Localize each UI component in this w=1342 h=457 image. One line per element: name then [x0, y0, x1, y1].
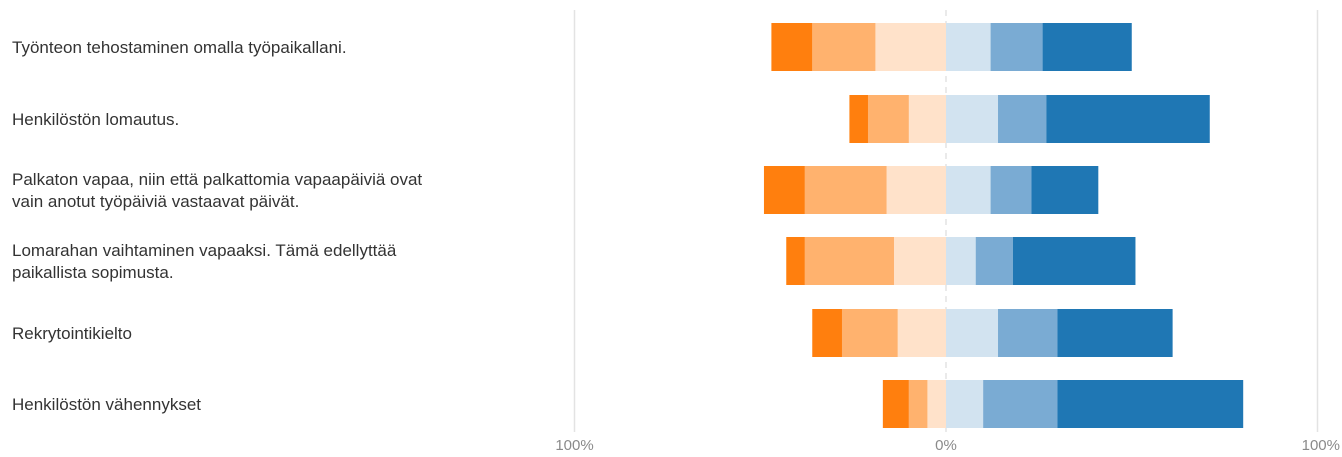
bar-segment-negative	[908, 380, 928, 428]
bar-segment-positive	[1012, 237, 1136, 285]
bar-segment-negative	[897, 309, 946, 357]
x-tick-left: 100%	[555, 437, 593, 452]
bar-segment-positive	[946, 95, 999, 143]
bar-segment-negative	[841, 309, 898, 357]
category-label: Lomarahan vaihtaminen vapaaksi. Tämä ede…	[12, 241, 397, 260]
bar-segment-negative	[849, 95, 868, 143]
bar-segment-negative	[812, 309, 842, 357]
bar-segment-positive	[946, 380, 984, 428]
bar-segment-positive	[1031, 166, 1099, 214]
x-tick-center: 0%	[935, 437, 957, 452]
bar-segment-positive	[946, 309, 999, 357]
category-label: Henkilöstön vähennykset	[12, 395, 201, 414]
bar-segment-negative	[886, 166, 946, 214]
bar-segment-positive	[1046, 95, 1210, 143]
bar-segment-negative	[804, 166, 887, 214]
x-axis-ticks: 100% 0% 100%	[555, 437, 1340, 454]
bar-segment-positive	[998, 309, 1058, 357]
bar-segment-negative	[875, 23, 946, 71]
bar-segment-negative	[771, 23, 813, 71]
bar-segment-positive	[990, 23, 1043, 71]
bar-segment-positive	[1042, 23, 1132, 71]
bar-segment-positive	[1057, 380, 1244, 428]
bar-segment-positive	[1057, 309, 1173, 357]
bar-segment-negative	[804, 237, 894, 285]
bar-segment-negative	[908, 95, 946, 143]
bar-segment-negative	[786, 237, 805, 285]
category-label: vain anotut työpäiviä vastaavat päivät.	[12, 192, 299, 211]
bar-segment-negative	[763, 166, 805, 214]
bar-segment-positive	[946, 237, 976, 285]
bar-segment-negative	[893, 237, 946, 285]
bar-segment-positive	[975, 237, 1013, 285]
category-label: paikallista sopimusta.	[12, 263, 174, 282]
bar-segment-positive	[998, 95, 1047, 143]
bars	[763, 23, 1244, 428]
category-label: Palkaton vapaa, niin että palkattomia va…	[12, 170, 422, 189]
bar-segment-positive	[946, 166, 991, 214]
category-labels: Työnteon tehostaminen omalla työpaikalla…	[12, 38, 422, 414]
x-tick-right: 100%	[1302, 437, 1340, 452]
bar-segment-negative	[882, 380, 909, 428]
bar-segment-positive	[983, 380, 1058, 428]
bar-segment-positive	[990, 166, 1032, 214]
category-label: Henkilöstön lomautus.	[12, 110, 179, 129]
bar-segment-negative	[812, 23, 876, 71]
bar-segment-positive	[946, 23, 991, 71]
gridlines	[573, 10, 1319, 432]
bar-segment-negative	[927, 380, 946, 428]
bar-segment-negative	[867, 95, 909, 143]
category-label: Rekrytointikielto	[12, 324, 132, 343]
category-label: Työnteon tehostaminen omalla työpaikalla…	[12, 38, 347, 57]
